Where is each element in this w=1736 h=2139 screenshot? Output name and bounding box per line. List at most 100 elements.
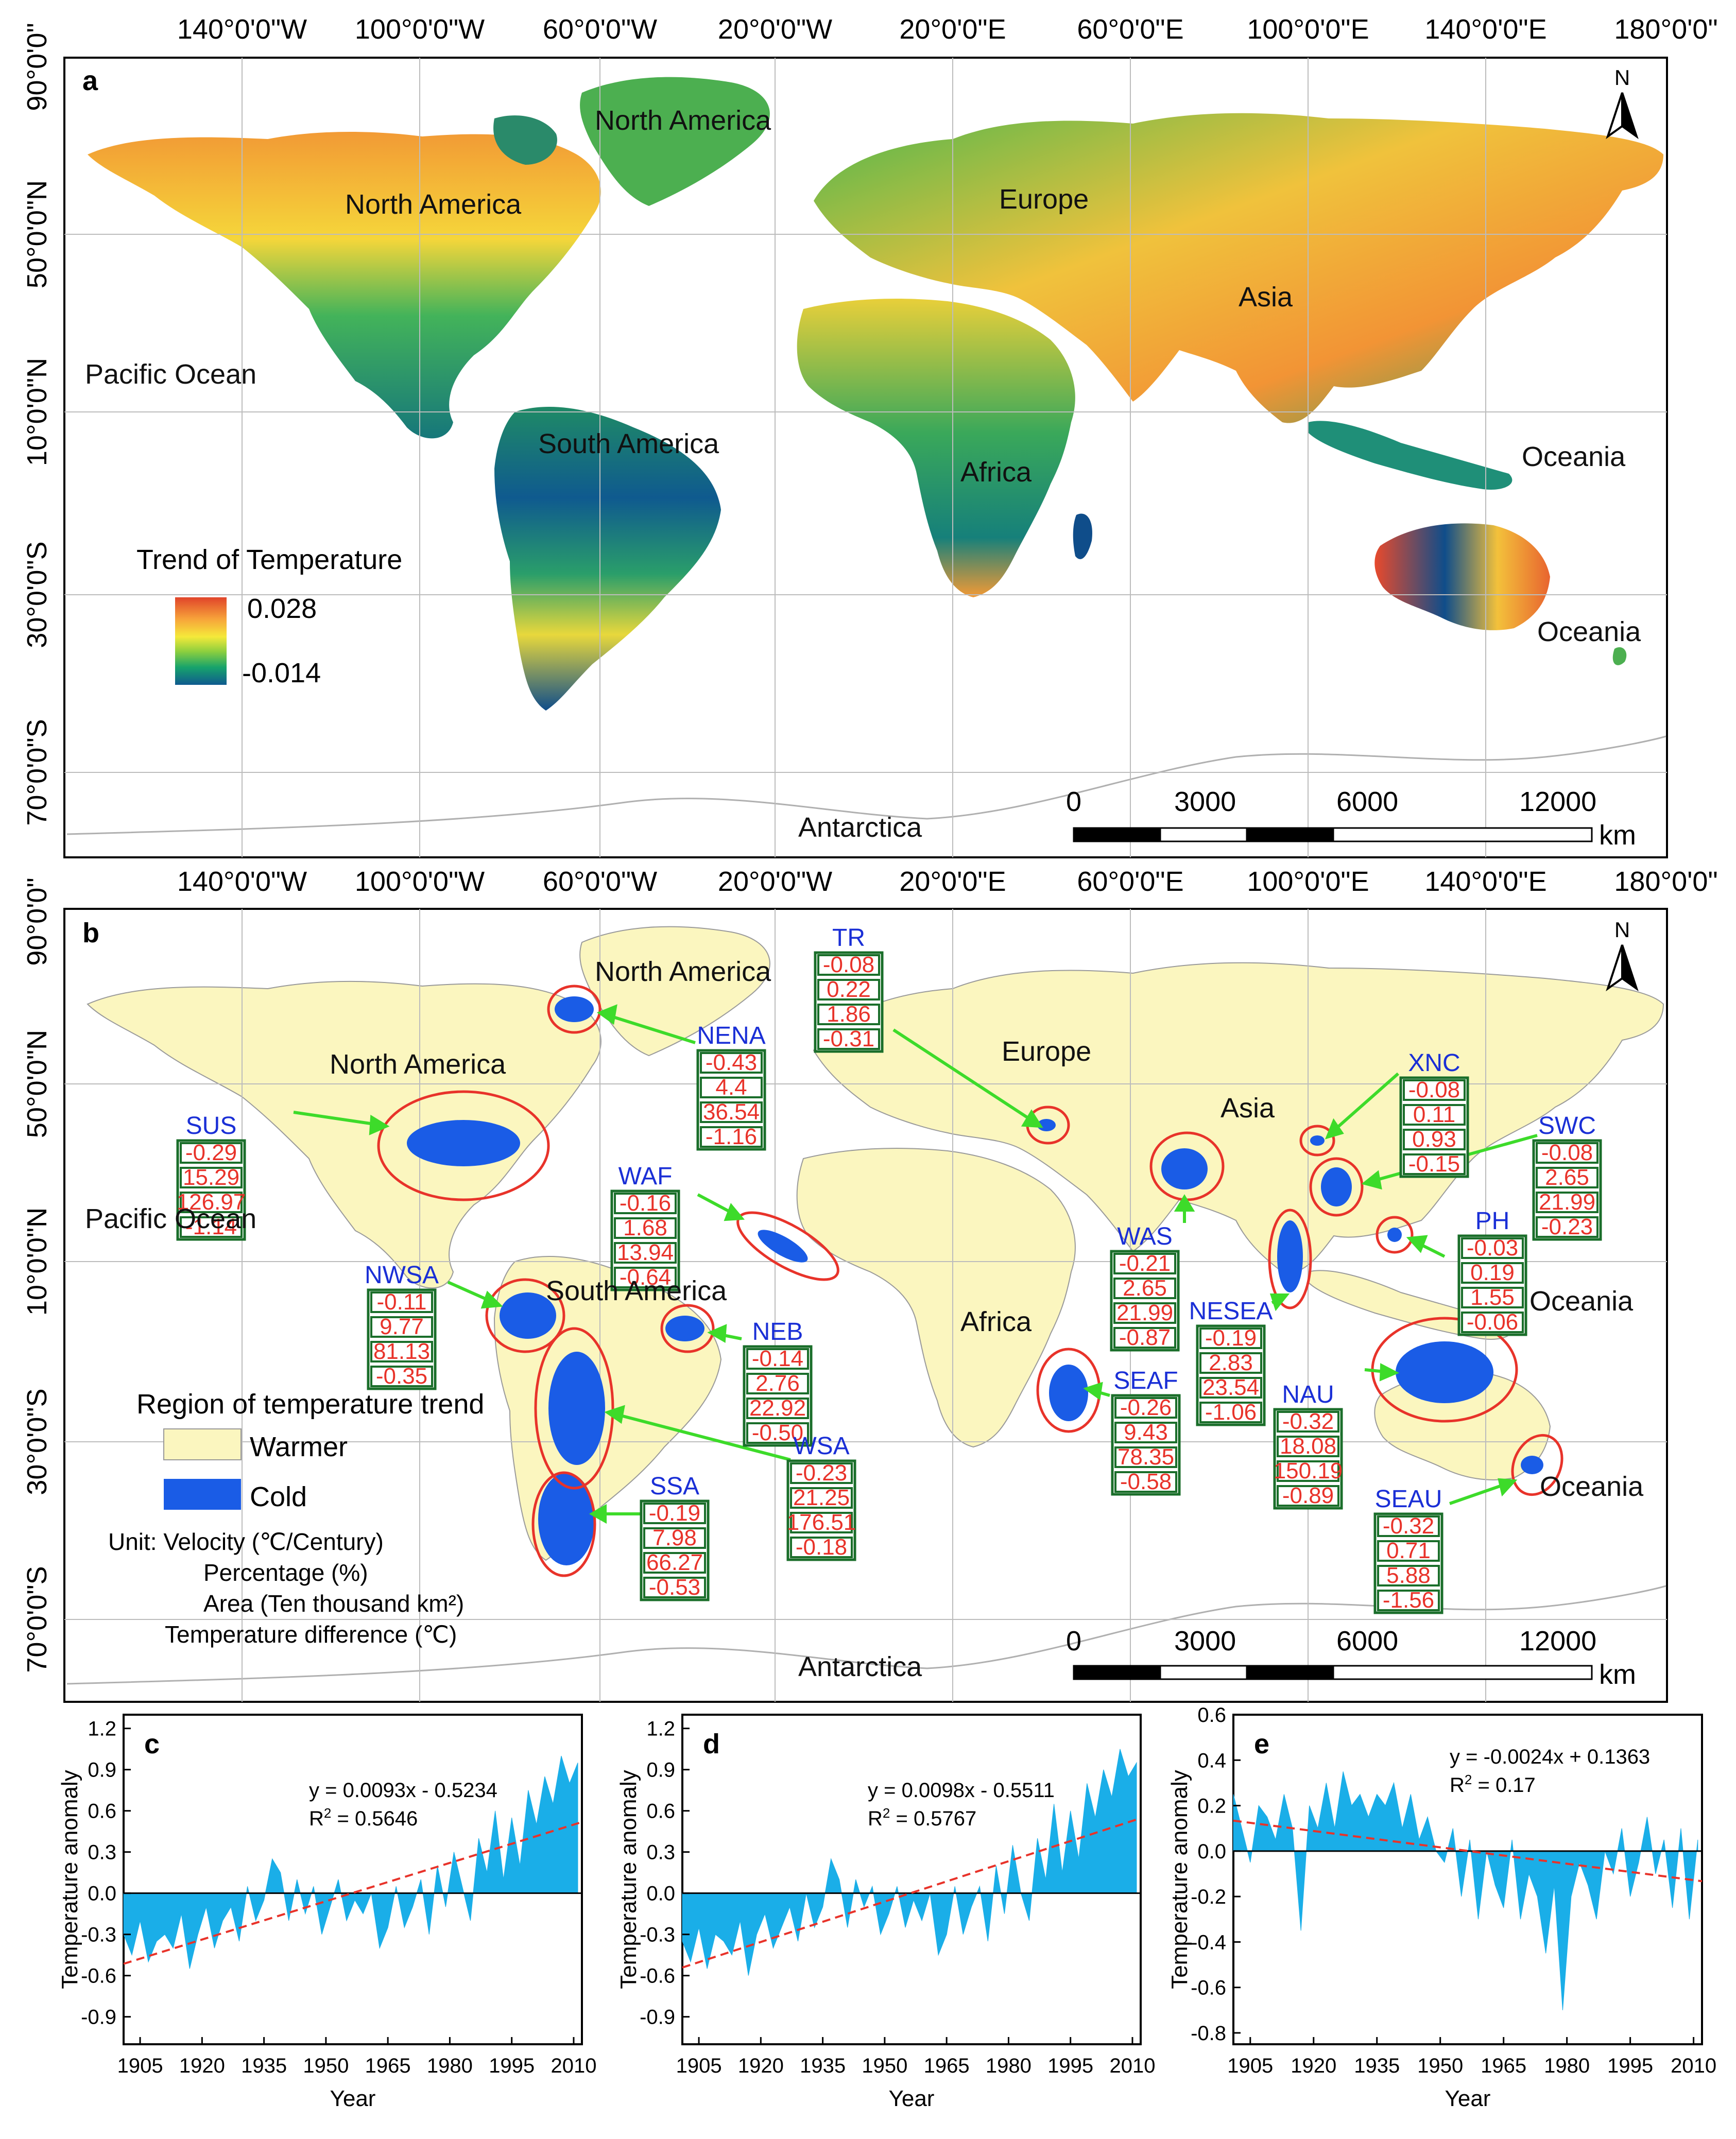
region-value: 2.76 [755, 1371, 800, 1396]
chart-c-panel: 1.2 0.9 0.6 0.3 0.0 -0.3 -0.6 -0.9 1905 1920 1935 1… [57, 1714, 596, 2111]
region-value: -0.18 [796, 1534, 847, 1560]
region-value: -1.06 [1205, 1400, 1257, 1425]
x-axis-label: Year [1445, 2086, 1491, 2111]
y-tick-label: 0.9 [646, 1759, 675, 1782]
y-tick-label: 1.2 [646, 1718, 675, 1740]
x-tick-label: 1905 [1227, 2055, 1273, 2077]
map-a-south-america-shape [494, 407, 721, 711]
region-value: 21.25 [793, 1485, 850, 1510]
map-a-lon-label: 20°0'0"W [718, 14, 832, 45]
map-a-lat-label: 50°0'0"N [22, 180, 53, 288]
y-axis-label: Temperature anomaly [57, 1770, 82, 1989]
map-b-scale-tick: 12000 [1519, 1626, 1596, 1657]
map-b-north-america-shape [87, 980, 601, 1289]
region-name-label: TR [832, 924, 865, 952]
map-b-legend: Region of temperature trend Warmer Cold … [108, 1389, 484, 1648]
region-value: -0.35 [376, 1364, 427, 1389]
x-tick-label: 1920 [738, 2055, 784, 2077]
map-a-scale-tick: 6000 [1336, 786, 1398, 817]
x-tick-label: 1995 [1047, 2055, 1093, 2077]
y-tick-label: 0.6 [88, 1800, 116, 1823]
map-b-continents [66, 926, 1666, 1685]
y-tick-label: 0.3 [646, 1841, 675, 1864]
region-circle-sus [377, 1090, 550, 1201]
map-b-connector-arrows [293, 1004, 1538, 1524]
x-tick-label: 1935 [241, 2055, 287, 2077]
x-tick-label: 1950 [862, 2055, 907, 2077]
cold-patch-nau [1396, 1341, 1493, 1403]
region-value: 7.98 [652, 1525, 697, 1550]
cold-patch-wsa [548, 1352, 605, 1465]
legend-swatch-cold [164, 1479, 241, 1510]
region-value: -0.19 [1205, 1325, 1257, 1351]
region-value: 18.08 [1280, 1434, 1336, 1459]
cold-patch-swc [1321, 1167, 1352, 1206]
map-a-panel: 140°0'0"W 100°0'0"W 60°0'0"W 20°0'0"W 20… [22, 14, 1718, 858]
map-b-scale-tick: 6000 [1336, 1626, 1398, 1657]
region-value: 176.51 [787, 1510, 856, 1535]
map-b-lon-label: 140°0'0"W [177, 866, 307, 897]
region-value: 0.19 [1470, 1260, 1515, 1285]
y-tick-label: 0.4 [1197, 1749, 1226, 1772]
region-table-tr: TR-0.080.221.86-0.31 [814, 924, 884, 1053]
trend-line [1233, 1819, 1703, 1883]
region-circle-ssa [531, 1471, 596, 1577]
map-b-place-labels: North America North America Europe Asia … [85, 956, 1644, 1682]
map-b-legend-title: Region of temperature trend [136, 1389, 484, 1420]
region-name-label: WAF [618, 1163, 673, 1190]
y-tick-label: 0.6 [1197, 1704, 1226, 1727]
region-value: 4.4 [715, 1075, 747, 1100]
map-b-lon-label: 60°0'0"E [1077, 866, 1183, 897]
map-a-north-america-shape [88, 131, 601, 439]
svg-text:N: N [1614, 65, 1630, 90]
y-tick-label: -0.9 [640, 2006, 675, 2029]
legend-label-cold: Cold [250, 1481, 307, 1512]
map-a-scale-tick: 12000 [1519, 786, 1596, 817]
map-b-place-label: Europe [1002, 1036, 1091, 1067]
map-a-lon-label: 100°0'0"E [1247, 14, 1369, 45]
region-value: 2.83 [1209, 1350, 1253, 1375]
cold-patch-xnc [1310, 1135, 1325, 1146]
map-a-lon-label: 140°0'0"W [177, 14, 307, 45]
map-a-lat-label: 90°0'0" [22, 23, 53, 111]
x-tick-label: 1950 [1417, 2055, 1463, 2077]
region-value: -0.06 [1467, 1309, 1518, 1335]
region-value: 126.97 [177, 1189, 246, 1215]
map-a-lon-label: 140°0'0"E [1424, 14, 1546, 45]
trend-equation: y = 0.0098x - 0.5511 [868, 1779, 1055, 1802]
x-axis-label: Year [330, 2086, 376, 2111]
x-tick-label: 2010 [551, 2055, 596, 2077]
region-value: 81.13 [373, 1339, 430, 1364]
region-value: 1.55 [1470, 1285, 1515, 1310]
region-value: -0.08 [823, 952, 874, 977]
cold-patch-ph [1387, 1228, 1402, 1242]
x-tick-label: 1905 [117, 2055, 163, 2077]
cold-patch-tr [1037, 1119, 1056, 1131]
map-b-place-label: Asia [1221, 1093, 1275, 1124]
region-value: 2.65 [1123, 1275, 1167, 1301]
y-tick-label: -0.9 [81, 2006, 116, 2029]
region-name-label: NENA [697, 1022, 765, 1049]
region-value: -0.87 [1119, 1325, 1171, 1350]
region-name-label: SSA [650, 1473, 699, 1500]
map-a-latitude-labels: 90°0'0" 50°0'0"N 10°0'0"N 30°0'0"S 70°0'… [22, 23, 53, 825]
x-tick-label: 1995 [489, 2055, 535, 2077]
map-a-place-label: South America [538, 428, 719, 459]
map-b-lon-label: 180°0'0" [1614, 866, 1717, 897]
map-a-lat-label: 70°0'0"S [22, 719, 53, 825]
region-name-label: WAS [1117, 1223, 1173, 1250]
trend-line [682, 1817, 1141, 1969]
region-value: -0.26 [1120, 1395, 1172, 1420]
region-value: 0.93 [1412, 1127, 1456, 1152]
map-a-africa-shape [797, 299, 1075, 597]
map-b-lat-label: 70°0'0"S [22, 1566, 53, 1672]
region-value: -0.11 [376, 1289, 426, 1315]
x-tick-label: 1920 [179, 2055, 225, 2077]
map-a-north-arrow-icon: N [1606, 65, 1639, 140]
map-a-scale-tick: 0 [1066, 786, 1081, 817]
chart-plot-frame [1232, 1714, 1703, 2045]
